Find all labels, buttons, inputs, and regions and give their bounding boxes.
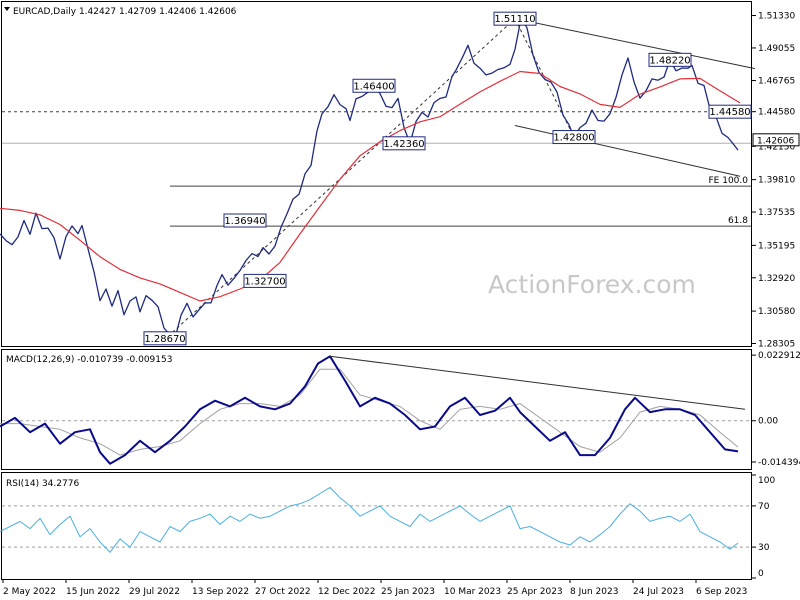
macd-layer [0, 355, 751, 465]
macd-axis-tick-label: 0.022912 [758, 351, 800, 361]
x-axis-tick-label: 27 Oct 2022 [255, 587, 311, 597]
watermark: ActionForex.com [488, 270, 696, 299]
price-axis-tick-label: 1.42150 [758, 142, 795, 152]
macd-panel-frame [1, 349, 752, 470]
rsi-panel-frame [1, 472, 752, 580]
rsi-axis: 100 70 30 0 [752, 474, 775, 579]
price-axis-tick-label: 1.35195 [758, 241, 795, 251]
rsi-line [0, 486, 739, 553]
x-axis-tick-label: 25 Jan 2023 [381, 587, 435, 597]
macd-axis-tick-label: 0.00 [758, 417, 778, 427]
macd-axis: 0.022912 0.00 -0.014394 [752, 351, 800, 468]
x-axis-tick-label: 24 Jul 2023 [633, 587, 684, 597]
current-price-tag [752, 133, 800, 147]
x-axis-tick-label: 8 Jun 2023 [570, 587, 618, 597]
x-axis-tick-label: 10 Mar 2023 [444, 587, 501, 597]
x-axis-tick-label: 13 Sep 2022 [192, 587, 249, 597]
macd-panel-header: MACD(12,26,9) -0.010739 -0.009153 [6, 355, 172, 365]
price-axis-tick-label: 1.46765 [758, 77, 795, 87]
price-annotation-label: 1.32700 [244, 276, 285, 287]
price-axis: 1.51330 1.49055 1.46765 1.44580 1.42150 1.398… [752, 12, 800, 350]
price-annotation-label: 1.42360 [383, 139, 424, 150]
price-annotation-label: 1.46400 [353, 81, 394, 92]
price-annotation-box [648, 52, 692, 67]
price-annotation-label: 1.44580 [709, 107, 750, 118]
x-axis-tick-label: 29 Jul 2022 [129, 587, 180, 597]
x-axis-tick-label: 12 Dec 2022 [318, 587, 376, 597]
x-axis-tick-label: 2 May 2022 [3, 587, 56, 597]
price-annotations: 1.51110 1.46400 1.48220 1.44580 1.42360 1.428… [143, 11, 752, 346]
price-panel-header: EURCAD,Daily 1.42427 1.42709 1.42406 1.4… [13, 7, 237, 17]
price-annotation-box [352, 78, 396, 93]
rsi-axis-tick-label: 30 [758, 543, 770, 553]
macd-signal-line [0, 368, 739, 456]
price-annotation-box [223, 213, 267, 228]
rsi-axis-tick-label: 0 [758, 569, 764, 579]
price-annotation-label: 1.51110 [494, 14, 535, 25]
current-price-label: 1.42606 [757, 136, 794, 146]
rsi-axis-tick-label: 100 [758, 476, 775, 486]
price-annotation-label: 1.42800 [553, 133, 594, 144]
fib-level-label: FE 100.0 [709, 176, 749, 186]
macd-axis-tick-label: -0.014394 [758, 458, 800, 468]
price-axis-tick-label: 1.28305 [758, 340, 795, 350]
price-axis-tick-label: 1.37535 [758, 208, 795, 218]
price-annotation-label: 1.28670 [144, 334, 185, 345]
fib-level-label: 61.8 [728, 216, 748, 226]
price-axis-tick-label: 1.39810 [758, 176, 795, 186]
price-panel-frame [1, 1, 752, 347]
price-axis-tick-label: 1.32920 [758, 274, 795, 284]
price-trendline [514, 18, 756, 70]
price-annotation-box [493, 11, 537, 26]
macd-line [0, 355, 739, 465]
moving-average-line [0, 70, 741, 302]
price-axis-tick-label: 1.44580 [758, 108, 795, 118]
price-axis-tick-label: 1.49055 [758, 44, 795, 54]
price-annotation-box [552, 130, 596, 145]
price-annotation-box [708, 104, 752, 119]
rsi-axis-tick-label: 70 [758, 502, 770, 512]
symbol-dropdown-icon[interactable] [4, 7, 10, 11]
price-axis-tick-label: 1.30580 [758, 307, 795, 317]
price-annotation-label: 1.36940 [224, 216, 265, 227]
price-annotation-label: 1.48220 [649, 55, 690, 66]
price-levels: FE 100.0 61.8 [2, 111, 751, 227]
price-annotation-box [143, 331, 187, 346]
x-axis-tick-label: 6 Sep 2023 [696, 587, 747, 597]
price-annotation-box [243, 273, 287, 288]
x-axis-tick-label: 25 Apr 2023 [507, 587, 563, 597]
macd-trendline [329, 355, 746, 410]
x-axis-tick-label: 15 Jun 2022 [66, 587, 120, 597]
price-axis-tick-label: 1.51330 [758, 12, 795, 22]
price-annotation-box [382, 136, 426, 151]
rsi-panel-header: RSI(14) 34.2776 [6, 479, 79, 489]
x-axis: 2 May 2022 15 Jun 2022 29 Jul 2022 13 Sep 2… [2, 579, 747, 597]
rsi-layer [0, 486, 751, 553]
